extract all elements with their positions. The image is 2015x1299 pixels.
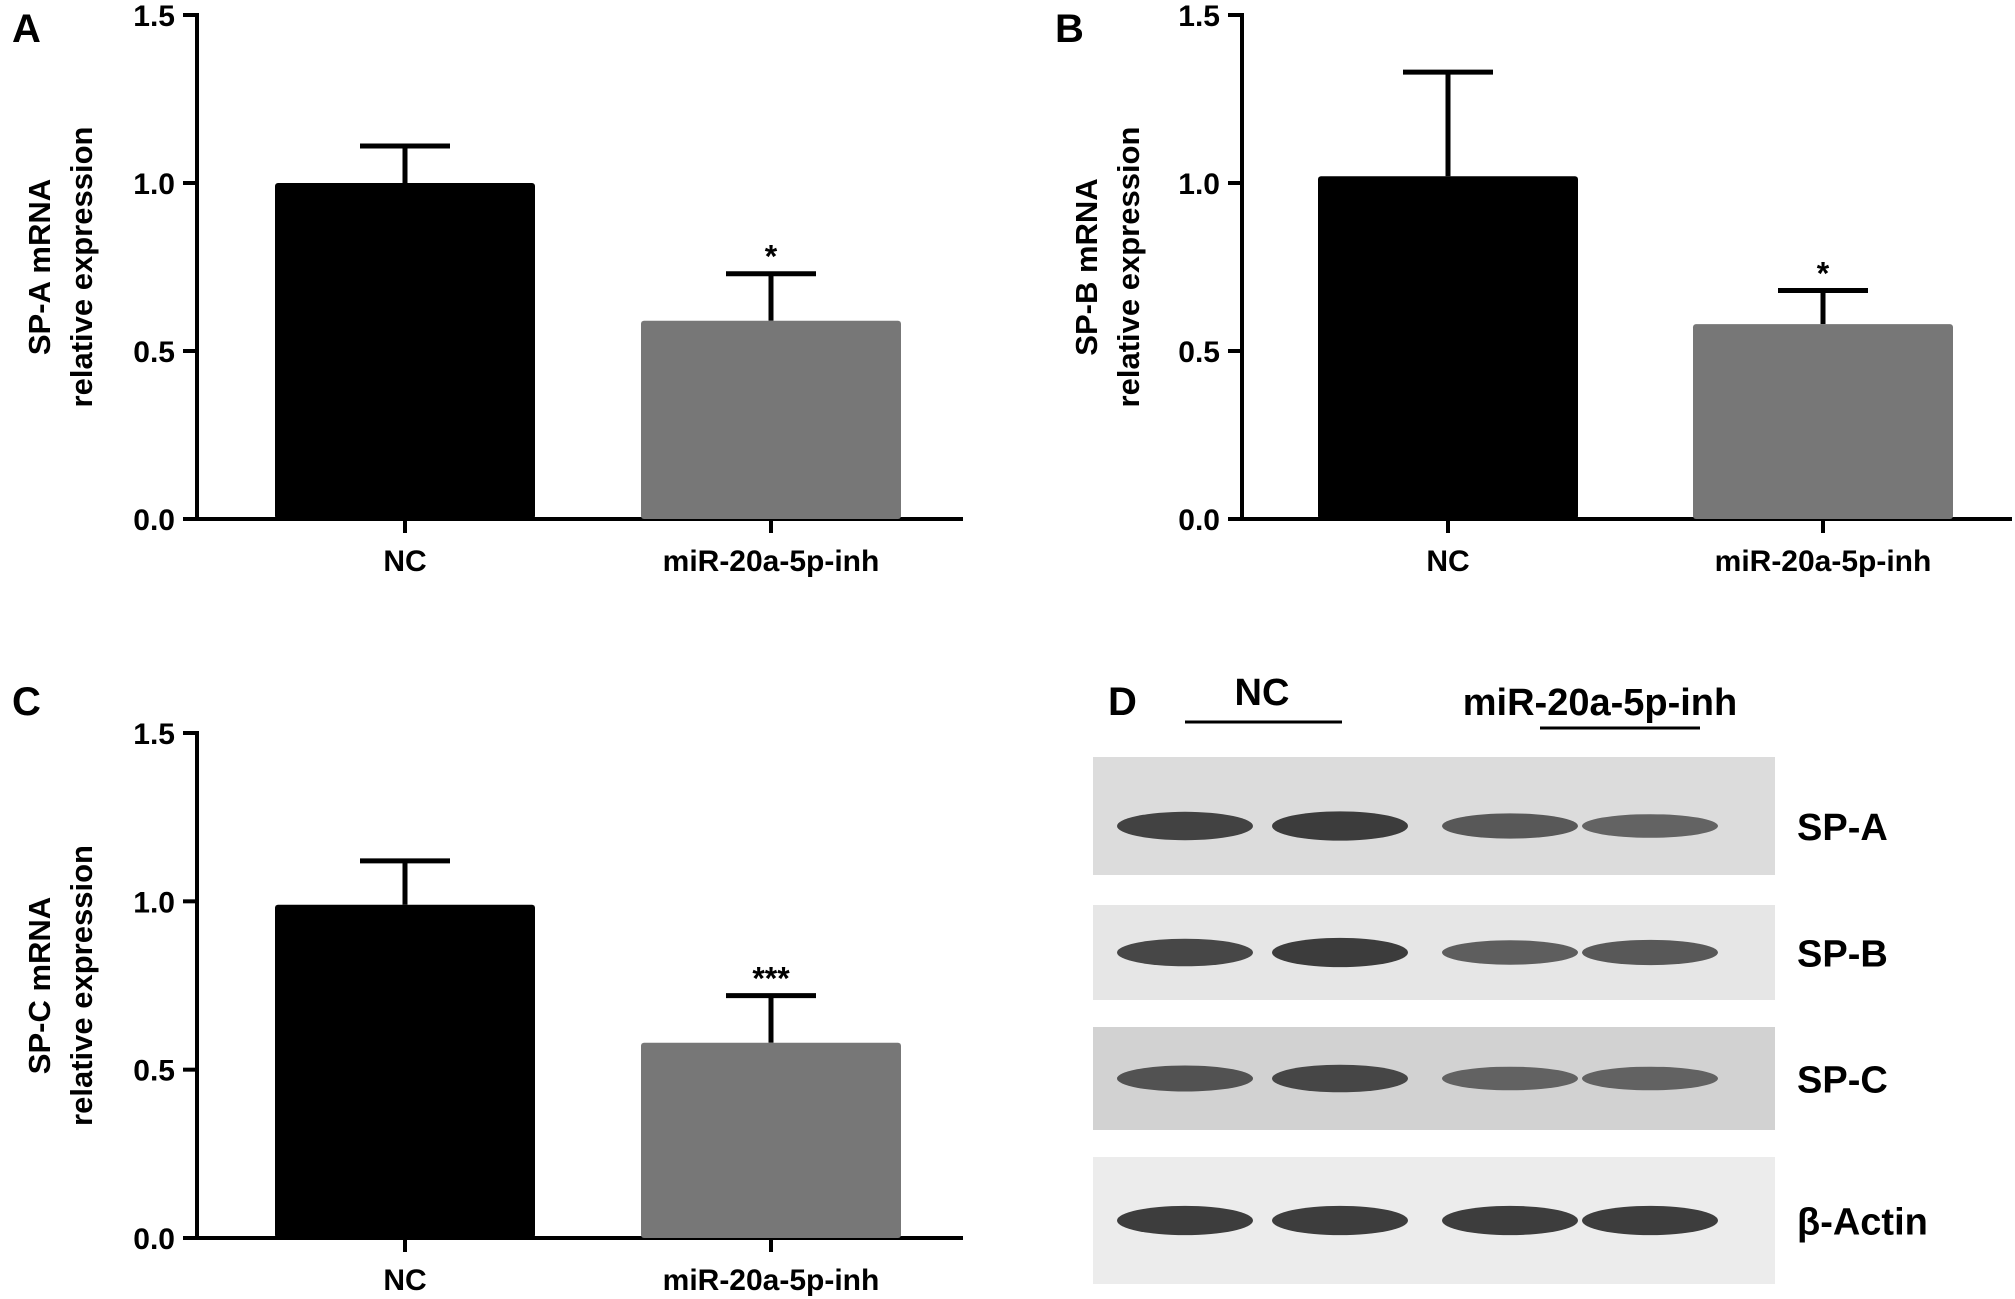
y-tick-label: 0.0: [133, 504, 175, 537]
y-tick-label: 1.5: [1178, 0, 1220, 33]
y-axis-label: relative expression: [1111, 127, 1146, 408]
category-label: miR-20a-5p-inh: [663, 545, 880, 578]
significance-marker: ***: [752, 961, 790, 997]
bar: [1693, 324, 1953, 519]
blot-row-label: SP-B: [1797, 934, 1888, 976]
panel-letter: A: [12, 7, 41, 51]
blot-row-sp-b: SP-B: [1093, 905, 1888, 1000]
y-tick-label: 1.5: [133, 718, 175, 751]
bar: [275, 183, 535, 519]
y-tick-label: 1.0: [133, 886, 175, 919]
y-tick-label: 1.5: [133, 0, 175, 33]
blot-group-label: NC: [1235, 672, 1290, 714]
protein-band: [1117, 811, 1253, 841]
protein-band: [1117, 1205, 1253, 1236]
bar-chart-panel-b: B 0.0 0.5 1.0 1.5 SP-B mRNA relative expressio…: [1055, 0, 2012, 578]
protein-band: [1442, 1205, 1578, 1236]
protein-band: [1272, 1205, 1408, 1236]
y-tick-label: 0.0: [133, 1223, 175, 1256]
y-axis-label: SP-A mRNA: [22, 179, 57, 355]
protein-band: [1272, 937, 1408, 968]
significance-marker: *: [765, 239, 778, 275]
y-axis-label: relative expression: [64, 845, 99, 1126]
protein-band: [1117, 1065, 1253, 1092]
western-blot-panel: D NC miR-20a-5p-inh SP-A SP-B SP-C β-Actin: [1093, 672, 1928, 1284]
protein-band: [1582, 939, 1718, 966]
blot-group-label: miR-20a-5p-inh: [1463, 682, 1737, 724]
y-tick-label: 1.0: [1178, 168, 1220, 201]
y-tick-label: 1.0: [133, 168, 175, 201]
panel-letter: D: [1108, 680, 1137, 724]
category-label: miR-20a-5p-inh: [1715, 545, 1932, 578]
protein-band: [1117, 938, 1253, 967]
bar: [641, 1042, 901, 1238]
protein-band: [1442, 1066, 1578, 1091]
y-tick-label: 0.5: [133, 336, 175, 369]
y-axis-label: SP-C mRNA: [22, 897, 57, 1074]
protein-band: [1582, 1205, 1718, 1236]
category-label: NC: [383, 1264, 426, 1297]
blot-row-sp-a: SP-A: [1093, 757, 1888, 875]
panel-letter: C: [12, 680, 41, 724]
bar: [641, 320, 901, 519]
category-label: NC: [1426, 545, 1469, 578]
bar-chart-panel-a: A 0.0 0.5 1.0 1.5 SP-A mRNA relative expressio…: [12, 0, 963, 578]
blot-row-label: SP-A: [1797, 807, 1888, 849]
bar: [1318, 176, 1578, 519]
protein-band: [1582, 1066, 1718, 1091]
blot-row-sp-c: SP-C: [1093, 1027, 1888, 1130]
category-label: miR-20a-5p-inh: [663, 1264, 880, 1297]
protein-band: [1442, 940, 1578, 965]
y-tick-label: 0.5: [133, 1055, 175, 1088]
y-tick-label: 0.5: [1178, 336, 1220, 369]
y-tick-label: 0.0: [1178, 504, 1220, 537]
protein-band: [1272, 1064, 1408, 1093]
protein-band: [1272, 811, 1408, 841]
bar: [275, 904, 535, 1238]
blot-row--actin: β-Actin: [1093, 1157, 1928, 1284]
y-axis-label: relative expression: [64, 127, 99, 408]
significance-marker: *: [1817, 256, 1830, 292]
blot-row-label: β-Actin: [1797, 1202, 1928, 1244]
blot-row-label: SP-C: [1797, 1060, 1888, 1102]
y-axis-label: SP-B mRNA: [1069, 178, 1104, 355]
protein-band: [1582, 814, 1718, 838]
panel-letter: B: [1055, 7, 1084, 51]
bar-chart-panel-c: C 0.0 0.5 1.0 1.5 SP-C mRNA relative expressio…: [12, 680, 963, 1297]
category-label: NC: [383, 545, 426, 578]
protein-band: [1442, 813, 1578, 839]
